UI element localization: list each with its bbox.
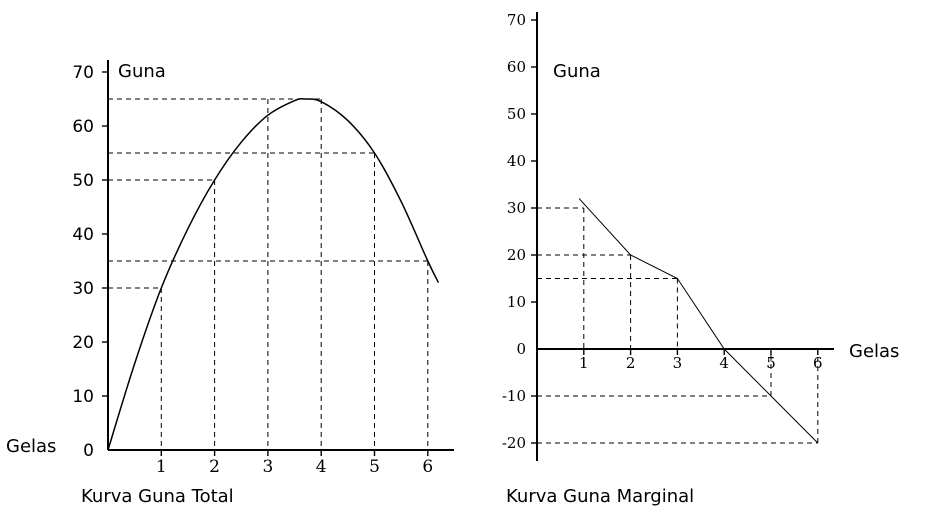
marginal-utility-curve xyxy=(578,198,819,444)
marginal-utility-y-tick-label: 60 xyxy=(507,58,526,76)
marginal-utility-y-tick-label: 70 xyxy=(507,11,526,29)
total-utility-y-tick-label: 40 xyxy=(72,225,94,245)
total-utility-x-tick-label: 5 xyxy=(369,457,380,477)
total-utility-x-tick-label: 2 xyxy=(209,457,220,477)
total-utility-x-tick-label: 3 xyxy=(262,457,273,477)
total-utility-x-label: Gelas xyxy=(6,436,56,457)
total-utility-y-tick-label: 10 xyxy=(72,387,94,407)
total-utility-y-tick-label: 20 xyxy=(72,333,94,353)
total-utility-y-tick-label: 50 xyxy=(72,171,94,191)
marginal-utility-x-tick-label: 2 xyxy=(626,354,636,372)
marginal-utility-y-tick-label: 30 xyxy=(507,199,526,217)
marginal-utility-x-tick-label: 4 xyxy=(719,354,729,372)
marginal-utility-x-tick-label: 1 xyxy=(579,354,589,372)
marginal-utility-y-tick-label: -10 xyxy=(502,387,526,405)
marginal-utility-y-tick-label: 50 xyxy=(507,105,526,123)
total-utility-title: Kurva Guna Total xyxy=(81,486,234,507)
marginal-utility-y-label: Guna xyxy=(553,61,601,82)
total-utility-x-tick-label: 6 xyxy=(422,457,433,477)
total-utility-curve xyxy=(107,97,440,451)
total-utility-y-tick-label: 60 xyxy=(72,117,94,137)
marginal-utility-x-label: Gelas xyxy=(849,341,899,362)
marginal-utility-x-tick-label: 3 xyxy=(673,354,683,372)
marginal-utility-y-tick-label: 10 xyxy=(507,293,526,311)
total-utility-x-tick-label: 1 xyxy=(156,457,167,477)
total-utility-x-tick-label: 4 xyxy=(316,457,327,477)
marginal-utility-y-tick-label: -20 xyxy=(502,434,526,452)
total-utility-y-tick-label: 0 xyxy=(83,441,94,461)
total-utility-chart: 0 10 20 30 40 50 60 70 1 2 3 4 5 6 Guna Gelas Kurva … xyxy=(6,60,454,507)
total-utility-y-tick-label: 70 xyxy=(72,63,94,83)
total-utility-y-label: Guna xyxy=(118,61,166,82)
marginal-utility-x-tick-label: 6 xyxy=(813,354,823,372)
marginal-utility-title: Kurva Guna Marginal xyxy=(506,486,694,507)
marginal-utility-guide-lines xyxy=(537,207,819,444)
total-utility-guide-lines xyxy=(108,98,429,450)
marginal-utility-y-ticks: 70 60 50 40 30 20 10 0 -10 -20 xyxy=(502,11,537,452)
total-utility-y-ticks: 0 10 20 30 40 50 60 70 xyxy=(72,63,108,461)
marginal-utility-y-tick-label: 0 xyxy=(516,340,526,358)
total-utility-y-tick-label: 30 xyxy=(72,279,94,299)
marginal-utility-x-ticks: 1 2 3 4 5 6 xyxy=(579,349,823,372)
marginal-utility-y-tick-label: 40 xyxy=(507,152,526,170)
total-utility-x-ticks: 1 2 3 4 5 6 xyxy=(156,450,433,477)
marginal-utility-y-tick-label: 20 xyxy=(507,246,526,264)
marginal-utility-x-tick-label: 5 xyxy=(766,354,776,372)
